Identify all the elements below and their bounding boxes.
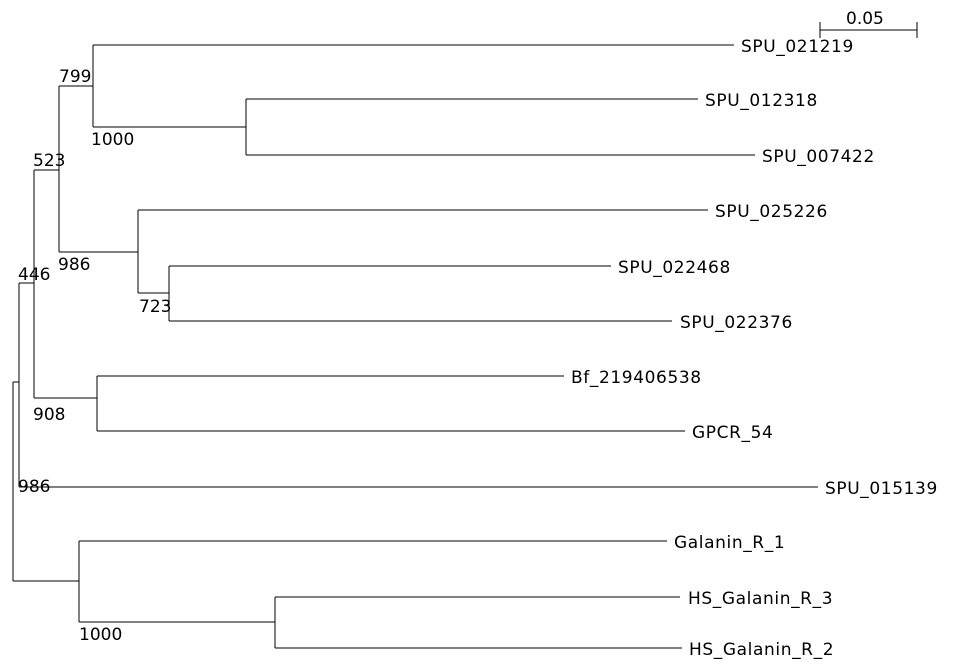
leaf-label: SPU_021219 [741, 37, 854, 57]
tree-branches [12, 44, 818, 649]
bootstrap-value: 1000 [91, 130, 134, 150]
leaf-label: SPU_012318 [705, 91, 818, 111]
bootstrap-labels: 799 1000 523 986 723 446 908 986 1000 [18, 67, 171, 645]
leaf-label: GPCR_54 [692, 423, 773, 443]
bootstrap-value: 986 [18, 477, 50, 497]
bootstrap-value: 1000 [79, 625, 122, 645]
scale-bar: 0.05 [819, 9, 918, 38]
bootstrap-value: 908 [33, 405, 65, 425]
leaf-label: Galanin_R_1 [674, 533, 785, 553]
bootstrap-value: 523 [33, 151, 65, 171]
leaf-label: SPU_015139 [825, 479, 938, 499]
bootstrap-value: 446 [18, 265, 50, 285]
leaf-label: SPU_007422 [762, 147, 875, 167]
leaf-label: SPU_022376 [680, 313, 793, 333]
leaf-label: Bf_219406538 [571, 368, 702, 388]
leaf-label: HS_Galanin_R_2 [689, 640, 834, 660]
leaf-label: SPU_025226 [715, 202, 828, 222]
bootstrap-value: 799 [59, 67, 91, 87]
scale-bar-label: 0.05 [846, 9, 884, 29]
leaf-label: HS_Galanin_R_3 [688, 589, 833, 609]
bootstrap-value: 723 [139, 297, 171, 317]
leaf-label: SPU_022468 [618, 258, 731, 278]
bootstrap-value: 986 [58, 255, 90, 275]
leaf-labels: SPU_021219 SPU_012318 SPU_007422 SPU_025… [571, 37, 938, 660]
